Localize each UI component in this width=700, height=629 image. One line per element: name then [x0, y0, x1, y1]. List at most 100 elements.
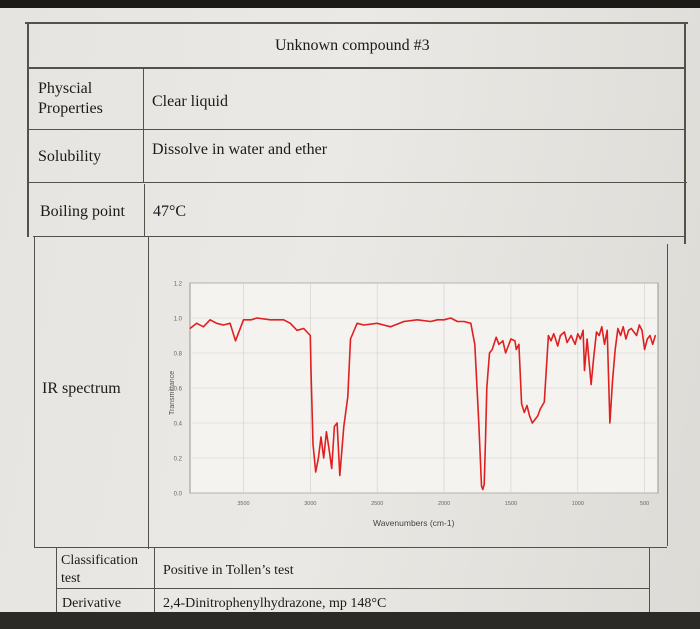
ir-grid: [190, 282, 658, 494]
ir-data-point: [625, 338, 627, 340]
ir-data-point: [547, 334, 549, 337]
classification-label-line1: Classification: [61, 553, 138, 568]
table-column-divider-ir: [148, 237, 150, 549]
table-border-top: [25, 22, 688, 24]
ir-data-point: [644, 348, 646, 351]
ir-data-point: [550, 340, 552, 342]
ir-data-point: [502, 340, 504, 342]
ir-y-tick-label: 0.2: [174, 457, 183, 463]
ir-data-point: [611, 380, 614, 382]
ir-data-point: [654, 334, 656, 337]
ir-data-point: [269, 319, 271, 321]
ir-x-tick-label: 3500: [237, 501, 249, 507]
ir-y-tick-label: 0.8: [174, 352, 183, 358]
solubility-label: Solubility: [38, 148, 102, 165]
ir-data-point: [491, 348, 493, 351]
table-column-divider-upper: [143, 68, 145, 183]
ir-x-tick-label: 1500: [505, 501, 517, 507]
ir-data-point: [189, 327, 191, 330]
ir-data-point: [583, 369, 586, 372]
ir-x-tick-label: 1000: [572, 501, 584, 507]
ir-data-point: [606, 329, 608, 331]
ir-data-point: [630, 327, 632, 330]
table-divider-properties: [29, 129, 686, 131]
ir-data-point: [289, 322, 291, 324]
derivative-value: 2,4-Dinitrophenylhydrazone, mp 148°C: [163, 596, 387, 611]
ir-y-tick-label: 0.4: [174, 422, 183, 428]
ir-data-point: [202, 326, 204, 328]
ir-data-point: [478, 422, 480, 424]
ir-data-point: [593, 355, 595, 358]
ir-data-point: [514, 340, 516, 342]
classification-label-line2: test: [61, 571, 81, 586]
ir-data-point: [376, 322, 378, 324]
ir-data-point: [559, 334, 561, 337]
ir-data-point: [598, 334, 600, 337]
ir-data-point: [574, 343, 576, 345]
ir-data-point: [317, 457, 319, 459]
ir-data-points: [189, 317, 656, 491]
table-border-left-lower: [34, 236, 36, 548]
ir-data-point: [325, 431, 327, 433]
ir-x-tick-label: 2500: [371, 501, 383, 507]
table-border-right-lower: [667, 244, 669, 546]
ir-data-point: [521, 403, 523, 405]
physical-properties-label-line1: Physcial: [38, 80, 93, 97]
ir-data-point: [356, 322, 358, 324]
ir-data-point: [256, 317, 258, 319]
ir-data-point: [216, 322, 218, 324]
ir-data-point: [563, 331, 566, 333]
ir-data-point: [349, 338, 352, 340]
ir-data-point: [636, 334, 638, 337]
ir-x-tick-labels: 3500 3000 2500 2000 1500 1000 500: [237, 501, 649, 507]
ir-data-point: [480, 485, 483, 487]
ir-y-tick-label: 1.0: [174, 317, 183, 323]
ir-data-point: [323, 457, 325, 459]
ir-y-tick-label: 0.0: [174, 492, 183, 498]
ir-data-point: [483, 483, 485, 485]
table-column-divider-bottom: [154, 548, 156, 620]
ir-data-point: [283, 319, 285, 321]
ir-data-point: [250, 319, 253, 321]
ir-data-point: [523, 411, 525, 414]
ir-data-point: [641, 329, 643, 331]
classification-value: Positive in Tollen’s test: [163, 563, 294, 578]
ir-data-point: [557, 345, 559, 347]
ir-data-point: [590, 383, 592, 386]
ir-data-point: [315, 471, 317, 473]
ir-data-point: [627, 329, 630, 331]
ir-data-point: [543, 401, 545, 403]
ir-data-point: [619, 334, 622, 337]
physical-properties-value: Clear liquid: [152, 93, 228, 110]
ir-data-point: [609, 422, 611, 424]
ir-data-point: [486, 387, 488, 389]
ir-data-point: [363, 324, 365, 326]
table-border-left-bottom: [56, 548, 58, 620]
ir-data-point: [553, 333, 555, 335]
ir-data-point: [537, 415, 539, 417]
ir-data-point: [488, 352, 491, 354]
ir-data-point: [498, 343, 500, 345]
ir-x-tick-label: 2000: [438, 501, 450, 507]
ir-data-point: [333, 425, 336, 428]
ir-data-point: [343, 425, 345, 428]
ir-x-tick-label: 3000: [304, 501, 316, 507]
ir-y-axis-label: Transmittance: [169, 371, 176, 415]
solubility-value: Dissolve in water and ether: [152, 141, 328, 158]
table-divider-boiling: [33, 236, 685, 238]
ir-data-point: [320, 436, 322, 438]
ir-spectrum-line: [189, 317, 657, 491]
ir-data-point: [614, 348, 616, 351]
table-divider-classification: [56, 588, 650, 590]
ir-data-point: [389, 326, 392, 328]
ir-data-point: [450, 317, 452, 319]
ir-data-point: [436, 319, 438, 321]
ir-y-tick-label: 0.6: [174, 387, 183, 393]
table-divider-title: [27, 67, 685, 69]
ir-data-point: [242, 319, 245, 321]
table-divider-ir: [34, 547, 667, 549]
ir-data-point: [518, 343, 520, 345]
ir-data-point: [515, 348, 517, 351]
ir-data-point: [312, 443, 314, 445]
ir-data-point: [504, 352, 507, 354]
